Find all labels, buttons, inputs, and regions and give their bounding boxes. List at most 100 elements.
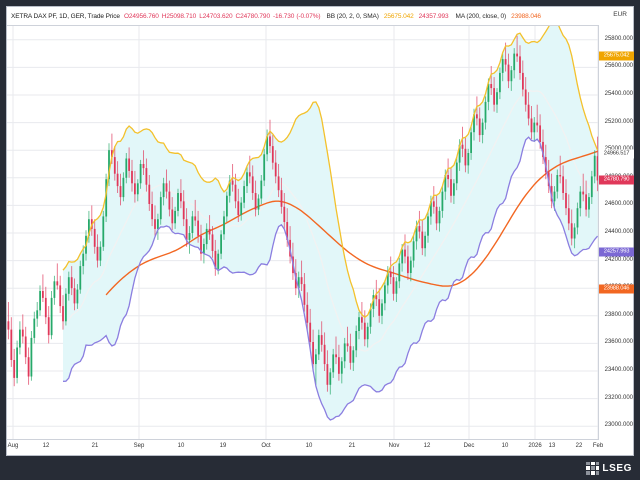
candle-body bbox=[381, 303, 383, 316]
candle-body bbox=[50, 297, 53, 336]
candle-body bbox=[122, 177, 125, 198]
low-label: L24703.620 bbox=[199, 12, 233, 20]
candle-body bbox=[427, 216, 429, 236]
candle-body bbox=[510, 70, 513, 82]
price-tick-label: 23800.000 bbox=[604, 311, 633, 318]
ma-badge[interactable]: 23988.046 bbox=[599, 284, 634, 294]
time-tick-label: 10 bbox=[177, 443, 185, 449]
candle-body bbox=[257, 198, 260, 210]
time-tick-label: 12 bbox=[423, 443, 431, 449]
time-tick-label: Feb bbox=[592, 443, 604, 449]
candle-body bbox=[493, 88, 495, 105]
candle-body bbox=[596, 156, 598, 181]
candle-body bbox=[536, 122, 539, 126]
candle-body bbox=[567, 208, 570, 224]
candle-body bbox=[148, 184, 151, 204]
candle-body bbox=[119, 186, 122, 198]
candle-body bbox=[33, 318, 36, 338]
candle-body bbox=[303, 284, 306, 305]
candle-body bbox=[162, 183, 165, 198]
candle-body bbox=[82, 253, 85, 267]
candle-body bbox=[248, 172, 251, 177]
candle-body bbox=[277, 176, 280, 191]
candle-body bbox=[154, 219, 156, 229]
candle-body bbox=[450, 179, 452, 196]
time-tick-label: 21 bbox=[348, 443, 356, 449]
candle-body bbox=[539, 125, 541, 142]
candle-body bbox=[79, 266, 82, 290]
candle-body bbox=[352, 350, 355, 363]
open-label: O24956.760 bbox=[123, 12, 159, 20]
candle-body bbox=[62, 306, 64, 322]
candle-body bbox=[484, 101, 487, 123]
time-tick-label: Oct bbox=[261, 443, 271, 449]
candle-body bbox=[593, 155, 596, 177]
candle-body bbox=[490, 84, 493, 89]
candle-body bbox=[30, 337, 33, 377]
candle-body bbox=[42, 291, 44, 298]
candle-body bbox=[188, 233, 191, 240]
time-axis[interactable]: Aug 12 21 Sep 10 19 Oct 10 21 Nov 12 Dec 10 2026 13 22 F… bbox=[7, 439, 603, 455]
candle-body bbox=[36, 310, 39, 319]
change-percent: (-0.07%) bbox=[296, 12, 321, 20]
candle-body bbox=[395, 281, 398, 294]
candle-body bbox=[415, 226, 418, 242]
moving-average-label[interactable]: MA (200, close, 0) bbox=[455, 12, 507, 20]
candle-body bbox=[588, 197, 590, 210]
time-tick-label: Nov bbox=[388, 443, 400, 449]
candle-body bbox=[409, 260, 412, 273]
bollinger-upper-line bbox=[62, 26, 598, 319]
time-tick-label: 19 bbox=[219, 443, 227, 449]
candle-body bbox=[533, 122, 536, 133]
candle-body bbox=[349, 346, 352, 363]
candle-body bbox=[444, 175, 447, 192]
price-axis[interactable]: 25800.000 25600.000 25400.000 25200.000 2500… bbox=[599, 25, 634, 439]
candle-body bbox=[205, 228, 208, 245]
candle-body bbox=[274, 162, 277, 177]
lseg-logo-text: LSEG bbox=[602, 462, 632, 474]
candle-body bbox=[269, 136, 271, 147]
candle-body bbox=[165, 183, 168, 192]
candle-body bbox=[553, 191, 556, 202]
time-tick-label: 22 bbox=[575, 443, 583, 449]
bb-upper-badge[interactable]: 25675.042 bbox=[599, 51, 634, 61]
candle-body bbox=[134, 183, 136, 195]
candle-body bbox=[10, 329, 13, 360]
candle-body bbox=[47, 317, 50, 336]
candle-body bbox=[226, 195, 228, 217]
lseg-logo-icon bbox=[586, 461, 600, 475]
price-tick-label: 23200.000 bbox=[604, 394, 633, 401]
high-label: H25098.710 bbox=[161, 12, 197, 20]
bb-middle-badge[interactable]: 24966.517 bbox=[599, 149, 634, 159]
candle-body bbox=[556, 175, 559, 192]
candle-body bbox=[263, 154, 266, 181]
time-tick-label: 12 bbox=[42, 443, 50, 449]
candle-body bbox=[300, 277, 303, 285]
last-price-badge[interactable]: 24780.790 bbox=[599, 175, 634, 184]
candle-body bbox=[519, 56, 521, 73]
plot-area[interactable] bbox=[7, 25, 599, 439]
candle-body bbox=[266, 136, 268, 155]
candle-body bbox=[237, 201, 240, 216]
time-tick-label: 21 bbox=[91, 443, 99, 449]
time-tick-label: 2026 bbox=[528, 443, 542, 449]
candle-body bbox=[559, 175, 562, 177]
moving-average-value: 23988.046 bbox=[511, 12, 541, 20]
candle-body bbox=[421, 231, 424, 249]
candle-body bbox=[271, 146, 274, 163]
price-tick-label: 25200.000 bbox=[604, 118, 633, 125]
candle-body bbox=[573, 227, 576, 239]
candle-body bbox=[211, 234, 214, 251]
time-tick-label: 13 bbox=[548, 443, 556, 449]
candle-body bbox=[139, 164, 142, 184]
candle-body bbox=[59, 285, 62, 307]
bb-lower-badge[interactable]: 24257.993 bbox=[599, 247, 634, 257]
candle-body bbox=[16, 347, 18, 378]
footer-bar: LSEG bbox=[0, 456, 640, 480]
bollinger-indicator-label[interactable]: BB (20, 2, 0, SMA) bbox=[326, 12, 379, 20]
candle-body bbox=[240, 202, 243, 215]
candle-body bbox=[332, 354, 335, 373]
candle-body bbox=[214, 250, 217, 269]
candle-body bbox=[366, 326, 369, 340]
